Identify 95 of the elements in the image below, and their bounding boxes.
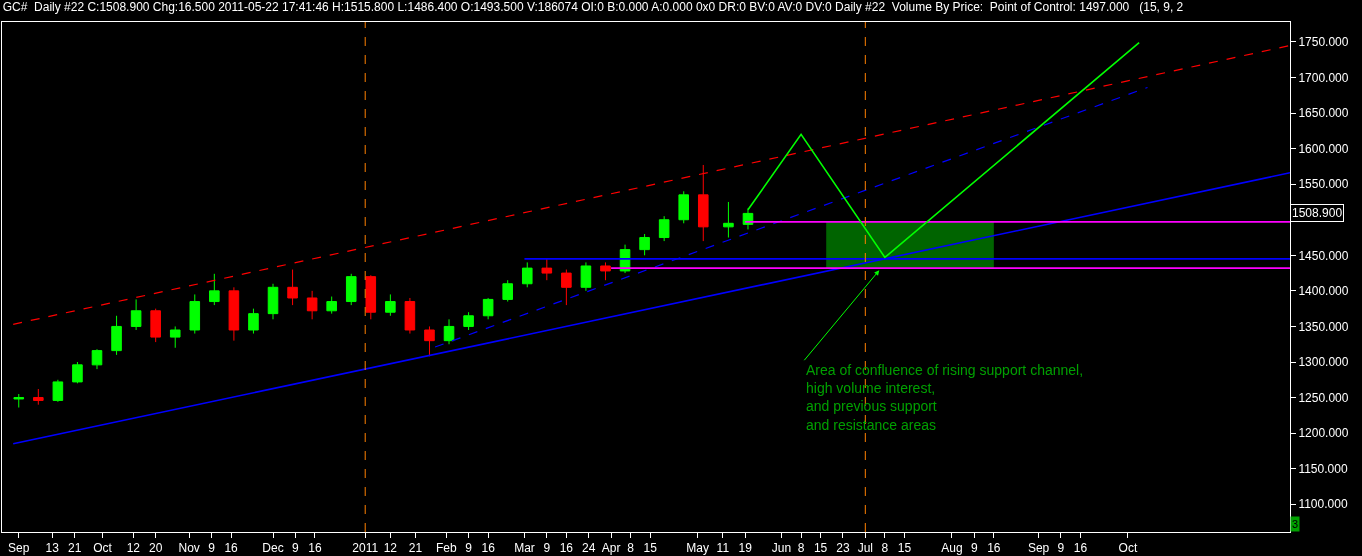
y-tick-label: 1300.000: [1298, 355, 1349, 370]
y-tick-label: 1350.000: [1298, 319, 1349, 334]
x-tick-label: 16: [224, 541, 239, 556]
y-tick-label: 1450.000: [1298, 248, 1349, 263]
y-tick-label: 1550.000: [1298, 177, 1349, 192]
x-tick-label: Aug: [941, 541, 963, 556]
candlestick: [228, 286, 240, 342]
candlestick: [502, 279, 513, 303]
x-tick-label: 20: [148, 541, 163, 556]
candlestick: [404, 297, 416, 335]
x-tick-label: 15: [897, 541, 912, 556]
annotation: Area of confluence of rising support channel, high volume interest, and previous support and resistance areas: [806, 362, 1084, 433]
x-tick-label: 21: [67, 541, 82, 556]
x-tick-label: Jun: [771, 541, 792, 556]
x-tick-label: 9: [208, 541, 216, 556]
x-tick-label: 12: [126, 541, 141, 556]
y-tick-label: 1600.000: [1298, 141, 1349, 156]
x-tick-label: 9: [1057, 541, 1065, 556]
x-tick-label: Apr: [601, 541, 621, 556]
x-tick-label: 16: [987, 541, 1001, 556]
candlestick: [130, 298, 142, 331]
candlestick: [72, 361, 83, 384]
candlestick: [424, 325, 435, 357]
candlestick: [189, 293, 201, 335]
x-tick-label: 9: [970, 541, 978, 556]
x-tick-label: Jul: [857, 541, 873, 556]
candlestick: [561, 269, 572, 306]
candlestick: [306, 290, 318, 320]
x-tick-label: 12: [383, 541, 398, 556]
candlestick: [111, 315, 122, 356]
x-tick-label: 2011: [352, 541, 379, 556]
candlestick: [580, 261, 592, 292]
candlestick: [248, 308, 259, 335]
x-tick-label: Mar: [514, 541, 535, 556]
x-tick-label: Oct: [93, 541, 113, 556]
candlestick: [345, 273, 357, 306]
candlestick: [482, 297, 494, 320]
y-tick-label: 1150.000: [1298, 461, 1348, 476]
x-tick-label: 11: [716, 541, 730, 556]
x-tick-label: 24: [582, 541, 596, 556]
candlestick: [541, 258, 553, 281]
candlestick: [600, 261, 611, 281]
x-tick-label: 16: [559, 541, 574, 556]
y-tick-label: 1650.000: [1298, 106, 1349, 121]
x-tick-label: 15: [643, 541, 658, 556]
y-tick-label: 1700.000: [1298, 70, 1349, 85]
x-tick-label: 9: [465, 541, 473, 556]
x-tick-label: 8: [881, 541, 889, 556]
x-tick-label: 8: [627, 541, 635, 556]
chart-title: GC# Daily #22 C:1508.900 Chg:16.500 2011-05-22 17:41:46 H:1515.800 L:1486.400 O:1493.500 V:186074 OI:0 B:0.000 A:0.000 0x0 DR:0 BV:0 AV:0 DV:0 Daily #22 Volume By Price: Point of Control: 1497.000 (15, 9, 2: [2, 0, 1184, 15]
y-tick-label: 1250.000: [1298, 390, 1349, 405]
y-tick-label: 1100.000: [1298, 497, 1348, 512]
x-tick-label: Dec: [262, 541, 284, 556]
candlestick: [150, 308, 161, 343]
candlestick: [678, 190, 690, 224]
x-tick-label: 13: [45, 541, 60, 556]
text: 1508.900: [1292, 206, 1343, 220]
candlestick: [521, 261, 533, 288]
x-tick-label: Oct: [1118, 541, 1138, 556]
x-tick-label: 23: [836, 541, 850, 556]
candlestick: [169, 325, 181, 349]
candlestick: [463, 311, 474, 331]
candlestick: [267, 283, 279, 320]
candlestick: [443, 318, 455, 345]
y-tick-label: 1750.000: [1298, 35, 1349, 50]
x-tick-label: 21: [408, 541, 423, 556]
x-tick-label: 15: [813, 541, 828, 556]
x-tick-label: 9: [292, 541, 300, 556]
candlestick: [697, 164, 709, 242]
x-tick-label: 16: [481, 541, 496, 556]
candlestick: [385, 293, 396, 317]
candlestick: [91, 348, 103, 370]
x-tick-label: Nov: [178, 541, 200, 556]
candlestick: [365, 274, 377, 320]
x-tick-label: 16: [1073, 541, 1088, 556]
x-tick-label: 8: [797, 541, 805, 556]
y-tick-label: 1400.000: [1298, 284, 1349, 299]
candlestick: [658, 215, 670, 242]
x-tick-label: May: [686, 541, 710, 556]
x-tick-label: 16: [308, 541, 322, 556]
candlestick: [209, 273, 220, 306]
candlestick: [13, 393, 25, 409]
candlestick: [326, 296, 337, 315]
x-tick-label: Sep: [1027, 541, 1050, 556]
text: 3: [1292, 518, 1299, 530]
x-tick-label: 19: [738, 541, 753, 556]
candlestick: [639, 233, 650, 256]
y-tick-label: 1200.000: [1298, 426, 1349, 441]
x-tick-label: Sep: [8, 541, 30, 556]
candlestick: [287, 269, 298, 306]
candlestick: [33, 388, 44, 406]
x-tick-label: 9: [543, 541, 551, 556]
candlestick: [52, 379, 64, 403]
candlestick: [723, 201, 734, 239]
x-tick-label: Feb: [435, 541, 457, 556]
